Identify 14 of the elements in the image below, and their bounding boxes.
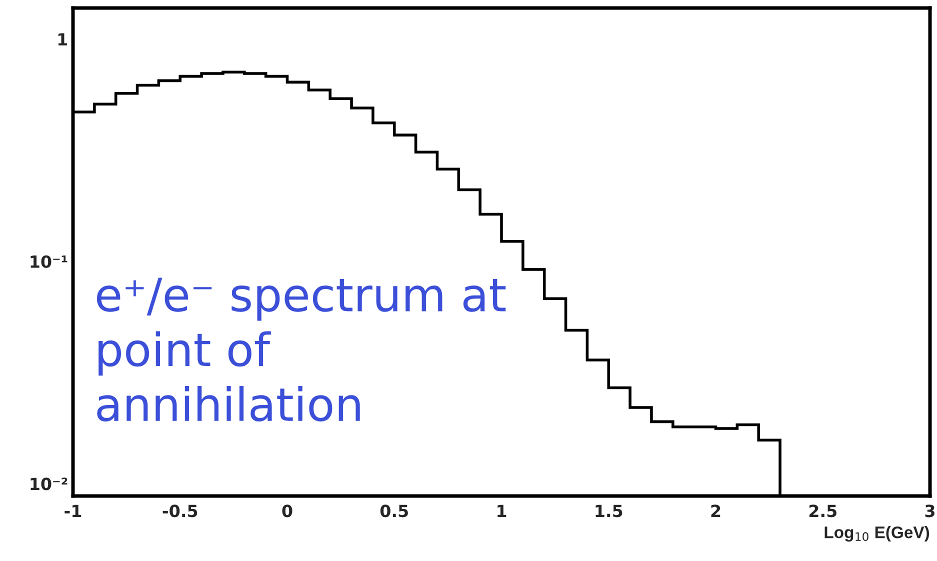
x-tick-label: 3 bbox=[925, 504, 934, 518]
x-tick-label: 0.5 bbox=[380, 504, 408, 518]
x-tick-label: -0.5 bbox=[162, 504, 198, 518]
annotation: e⁺/e⁻ spectrum at point of annihilation bbox=[96, 278, 506, 422]
y-tick-label: 10⁻¹ bbox=[30, 255, 68, 268]
x-tick-label: 1.5 bbox=[596, 504, 622, 518]
y-tick-label: 1 bbox=[58, 33, 67, 46]
x-tick-label: 0 bbox=[282, 504, 292, 518]
x-tick-label: 2.5 bbox=[809, 504, 836, 518]
x-tick-label: 2 bbox=[711, 504, 720, 517]
x-tick-label: -1 bbox=[64, 504, 82, 517]
y-tick-label: 10⁻² bbox=[30, 478, 68, 490]
x-axis-title: Log$_{10}$ E(GeV) bbox=[824, 526, 930, 542]
x-tick-label: 1 bbox=[498, 504, 506, 517]
